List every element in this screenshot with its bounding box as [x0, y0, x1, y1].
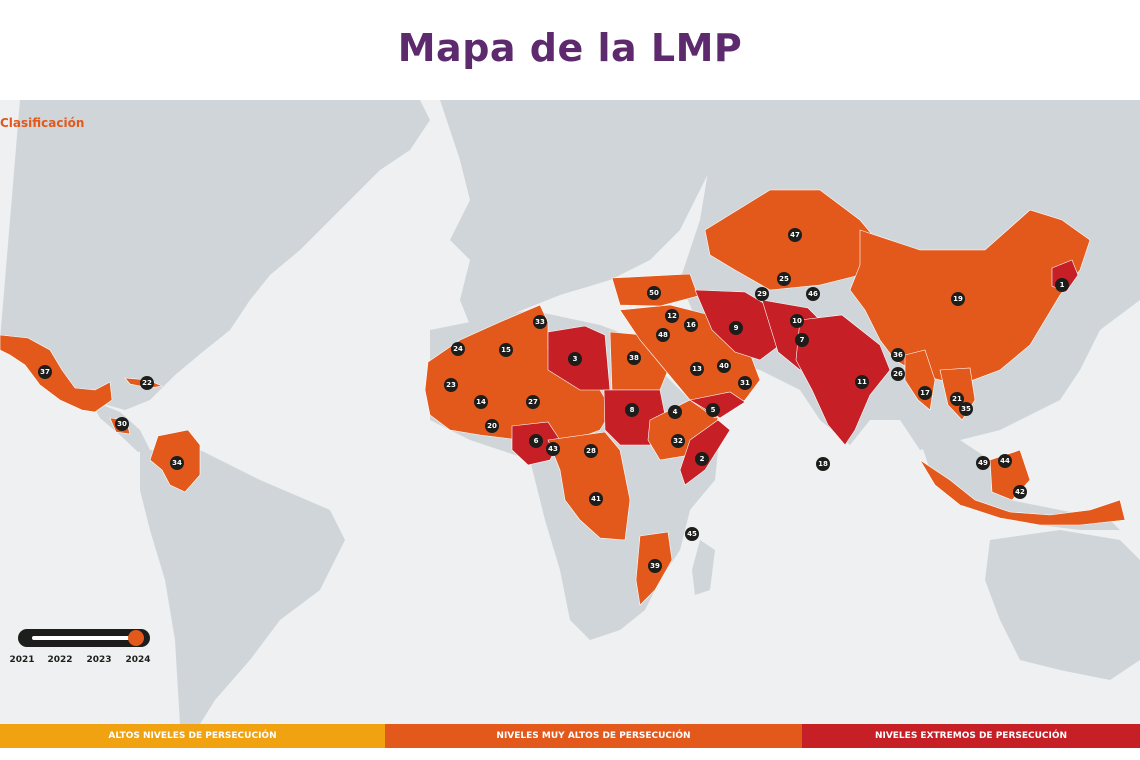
rank-marker-2[interactable]: 2	[695, 452, 709, 466]
year-2021[interactable]: 2021	[9, 655, 35, 665]
rank-marker-35[interactable]: 35	[959, 402, 973, 416]
slider-knob[interactable]	[128, 630, 144, 646]
rank-marker-5[interactable]: 5	[706, 403, 720, 417]
year-2022[interactable]: 2022	[47, 655, 73, 665]
region-indonesia[interactable]	[919, 459, 1126, 526]
rank-marker-13[interactable]: 13	[690, 362, 704, 376]
rank-marker-4[interactable]: 4	[668, 405, 682, 419]
rank-marker-19[interactable]: 19	[951, 292, 965, 306]
rank-marker-42[interactable]: 42	[1013, 485, 1027, 499]
rank-marker-10[interactable]: 10	[790, 314, 804, 328]
southeast-asia	[920, 440, 1120, 530]
rank-marker-22[interactable]: 22	[140, 376, 154, 390]
timeline-slider[interactable]: 2021 2022 2023 2024	[9, 627, 158, 667]
rank-marker-34[interactable]: 34	[170, 456, 184, 470]
map-svg	[0, 100, 1140, 724]
rank-marker-29[interactable]: 29	[755, 287, 769, 301]
rank-marker-25[interactable]: 25	[777, 272, 791, 286]
rank-marker-33[interactable]: 33	[533, 315, 547, 329]
rank-marker-36[interactable]: 36	[891, 348, 905, 362]
region-central-africa[interactable]	[547, 431, 631, 541]
land-layer	[0, 100, 1140, 724]
rank-marker-15[interactable]: 15	[499, 343, 513, 357]
rank-marker-24[interactable]: 24	[451, 342, 465, 356]
rank-marker-8[interactable]: 8	[625, 403, 639, 417]
legend-bar: ALTOS NIVELES DE PERSECUCIÓN NIVELES MUY…	[0, 724, 1140, 748]
page-title: Mapa de la LMP	[397, 26, 743, 70]
rank-marker-18[interactable]: 18	[816, 457, 830, 471]
rank-marker-16[interactable]: 16	[684, 318, 698, 332]
legend-extreme: NIVELES EXTREMOS DE PERSECUCIÓN	[802, 724, 1140, 748]
rank-marker-28[interactable]: 28	[584, 444, 598, 458]
japan	[1080, 270, 1105, 330]
region-mexico[interactable]	[0, 334, 113, 413]
year-2024[interactable]: 2024	[125, 655, 151, 665]
rank-marker-9[interactable]: 9	[729, 321, 743, 335]
greenland	[270, 100, 420, 160]
classification-label: Clasificación	[0, 116, 85, 130]
rank-marker-1[interactable]: 1	[1055, 278, 1069, 292]
world-map[interactable]: Clasificación 1 2 3 4 5 6 7 8 9 10 11 12 13 14 15 16 17 1…	[0, 100, 1140, 724]
rank-marker-47[interactable]: 47	[788, 228, 802, 242]
rank-marker-38[interactable]: 38	[627, 351, 641, 365]
rank-marker-43[interactable]: 43	[546, 442, 560, 456]
rank-marker-45[interactable]: 45	[685, 527, 699, 541]
rank-marker-26[interactable]: 26	[891, 367, 905, 381]
rank-marker-31[interactable]: 31	[738, 376, 752, 390]
north-america	[0, 100, 430, 410]
rank-marker-3[interactable]: 3	[568, 352, 582, 366]
legend-very-high: NIVELES MUY ALTOS DE PERSECUCIÓN	[385, 724, 802, 748]
rank-marker-20[interactable]: 20	[485, 419, 499, 433]
rank-marker-48[interactable]: 48	[656, 328, 670, 342]
rank-marker-40[interactable]: 40	[717, 359, 731, 373]
rank-marker-23[interactable]: 23	[444, 378, 458, 392]
madagascar	[692, 540, 715, 595]
rank-marker-32[interactable]: 32	[671, 434, 685, 448]
rank-marker-14[interactable]: 14	[474, 395, 488, 409]
rank-marker-37[interactable]: 37	[38, 365, 52, 379]
rank-marker-11[interactable]: 11	[855, 375, 869, 389]
rank-marker-30[interactable]: 30	[115, 417, 129, 431]
slider-track[interactable]	[18, 629, 150, 647]
legend-high: ALTOS NIVELES DE PERSECUCIÓN	[0, 724, 385, 748]
rank-marker-50[interactable]: 50	[647, 286, 661, 300]
year-2023[interactable]: 2023	[86, 655, 112, 665]
rank-marker-46[interactable]: 46	[806, 287, 820, 301]
region-india[interactable]	[795, 314, 891, 446]
rank-marker-39[interactable]: 39	[648, 559, 662, 573]
rank-marker-7[interactable]: 7	[795, 333, 809, 347]
rank-marker-12[interactable]: 12	[665, 309, 679, 323]
rank-marker-27[interactable]: 27	[526, 395, 540, 409]
rank-marker-44[interactable]: 44	[998, 454, 1012, 468]
region-china[interactable]	[849, 209, 1091, 386]
slider-bar	[32, 636, 140, 640]
rank-marker-41[interactable]: 41	[589, 492, 603, 506]
rank-marker-6[interactable]: 6	[529, 434, 543, 448]
rank-marker-17[interactable]: 17	[918, 386, 932, 400]
south-america	[140, 450, 345, 724]
australia	[985, 530, 1140, 680]
europe	[440, 100, 720, 325]
rank-marker-49[interactable]: 49	[976, 456, 990, 470]
rank-marker-21[interactable]: 21	[950, 392, 964, 406]
